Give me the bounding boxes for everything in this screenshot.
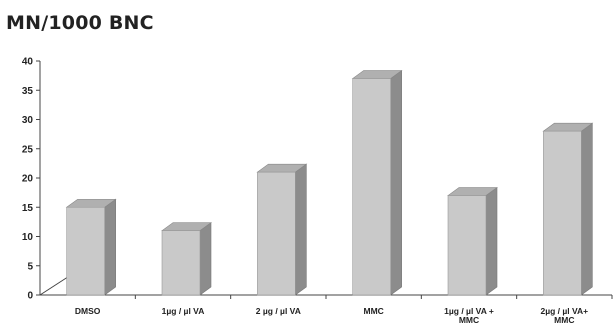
- x-tick-label: DMSO: [75, 306, 101, 316]
- bar-side: [295, 163, 307, 296]
- chart-title: MN/1000 BNC: [6, 12, 154, 34]
- bar-side: [390, 69, 402, 296]
- y-tick-label: 20: [22, 174, 34, 185]
- y-tick-label: 40: [22, 57, 34, 68]
- x-tick-label: 2µg / µl VA+: [540, 306, 588, 316]
- x-tick-label: MMC: [554, 315, 574, 325]
- bar: [161, 230, 201, 296]
- x-tick-label: 1µg / µl VA: [162, 306, 205, 316]
- y-tick-label: 0: [27, 291, 33, 302]
- bar: [447, 195, 487, 296]
- bar-side: [199, 222, 212, 296]
- x-tick-label: 1µg / µl VA +: [444, 306, 494, 316]
- y-tick-label: 5: [27, 261, 33, 272]
- bar: [66, 206, 105, 296]
- y-tick-label: 25: [22, 144, 34, 155]
- x-tick-label: MMC: [364, 306, 384, 316]
- x-tick-label: 2 µg / µl VA: [256, 306, 301, 316]
- bar-side: [104, 198, 116, 296]
- y-tick-label: 35: [22, 86, 34, 97]
- bar-side: [581, 122, 593, 296]
- y-tick-label: 30: [22, 115, 34, 126]
- y-tick-label: 15: [22, 203, 34, 214]
- bar: [257, 171, 296, 296]
- bar: [352, 78, 391, 296]
- x-tick-label: MMC: [459, 315, 479, 325]
- y-tick-label: 10: [22, 232, 34, 243]
- bar: [543, 130, 582, 296]
- bar-side: [485, 186, 498, 296]
